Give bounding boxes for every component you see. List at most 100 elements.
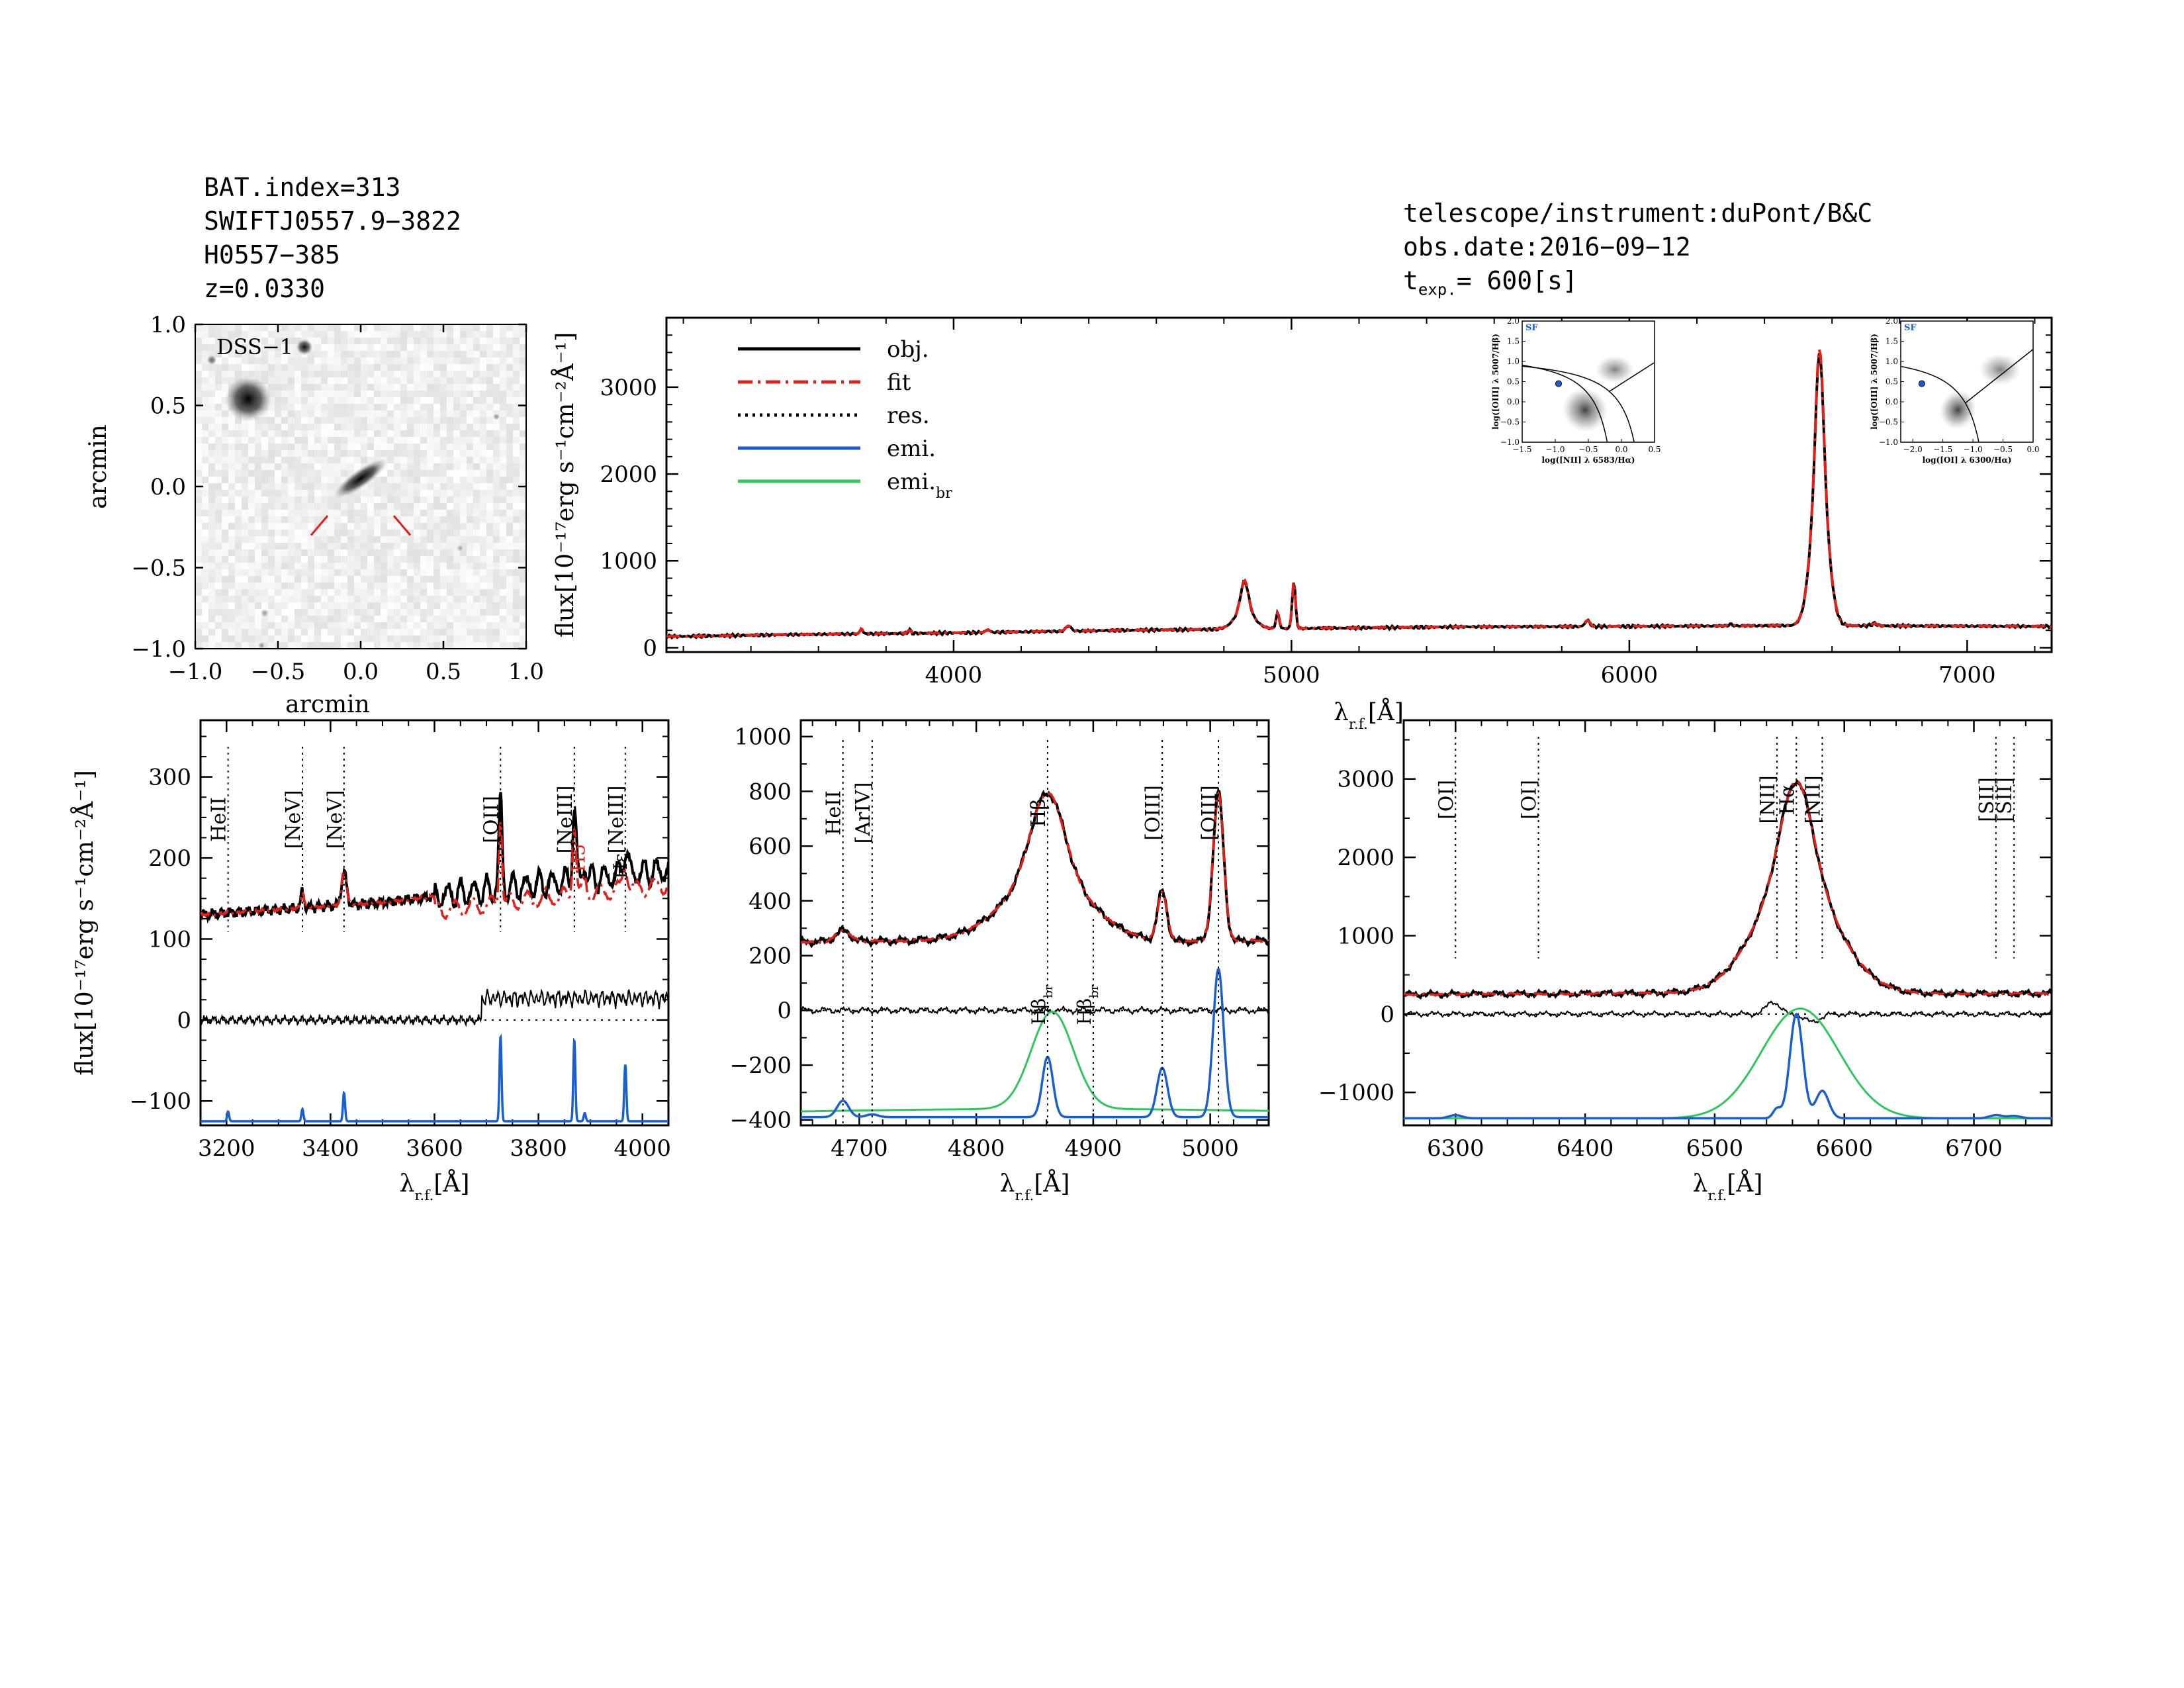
image-pixel [222, 589, 228, 596]
image-pixel [295, 523, 301, 530]
image-pixel [500, 424, 506, 430]
image-pixel [202, 549, 208, 556]
image-pixel [321, 417, 328, 424]
image-pixel [486, 324, 493, 331]
image-pixel [394, 324, 400, 331]
image-pixel [222, 556, 228, 563]
image-pixel [381, 510, 387, 516]
image-pixel [261, 523, 268, 530]
image-pixel [242, 569, 248, 576]
image-pixel [281, 536, 288, 543]
image-pixel [513, 324, 520, 331]
image-pixel [467, 602, 473, 609]
image-pixel [467, 503, 473, 510]
image-pixel [520, 357, 526, 364]
image-pixel [235, 496, 242, 503]
image-pixel [400, 430, 407, 437]
image-pixel [248, 424, 255, 430]
image-pixel [500, 583, 506, 589]
image-pixel [480, 635, 486, 642]
image-pixel [347, 629, 354, 635]
image-pixel [308, 589, 314, 596]
image-pixel [354, 351, 361, 357]
image-pixel [440, 609, 447, 616]
image-pixel [381, 417, 387, 424]
image-tick-label-y: 0.0 [150, 474, 186, 500]
image-pixel [242, 331, 248, 338]
image-pixel [381, 483, 387, 490]
inset2-tick-label-y: 1.0 [1886, 357, 1898, 366]
image-pixel [222, 602, 228, 609]
image-pixel [215, 424, 222, 430]
image-pixel [414, 404, 420, 410]
image-pixel [473, 583, 480, 589]
image-pixel [387, 602, 394, 609]
image-pixel [520, 523, 526, 530]
image-pixel [235, 463, 242, 470]
image-pixel [367, 377, 374, 384]
image-pixel [447, 609, 453, 616]
image-pixel [202, 616, 208, 622]
image-pixel [473, 490, 480, 496]
image-pixel [440, 530, 447, 536]
zoom2-tick-label-y: 200 [749, 943, 792, 970]
image-pixel [500, 536, 506, 543]
image-pixel [288, 583, 295, 589]
image-pixel [288, 536, 295, 543]
image-pixel [520, 384, 526, 391]
image-pixel [381, 424, 387, 430]
image-pixel [493, 391, 500, 397]
image-pixel [460, 331, 467, 338]
image-pixel [420, 503, 427, 510]
image-pixel [347, 530, 354, 536]
image-pixel [208, 589, 215, 596]
image-pixel [314, 569, 321, 576]
image-pixel [341, 543, 347, 549]
image-pixel [275, 543, 281, 549]
image-pixel [228, 642, 235, 649]
image-pixel [453, 616, 460, 622]
image-pixel [268, 496, 275, 503]
image-pixel [334, 642, 341, 649]
image-pixel [460, 629, 467, 635]
image-pixel [328, 576, 334, 583]
image-pixel [321, 530, 328, 536]
image-pixel [381, 642, 387, 649]
image-pixel [480, 470, 486, 477]
image-pixel [347, 444, 354, 450]
image-pixel [354, 530, 361, 536]
image-pixel [321, 457, 328, 463]
image-pixel [281, 556, 288, 563]
image-pixel [215, 596, 222, 602]
image-pixel [460, 616, 467, 622]
image-pixel [387, 324, 394, 331]
image-pixel [275, 424, 281, 430]
header-observation-info: telescope/instrument:duPont/B&C obs.date… [1403, 197, 1872, 307]
image-pixel [242, 563, 248, 569]
image-pixel [222, 576, 228, 583]
image-pixel [486, 516, 493, 523]
image-pixel [301, 384, 308, 391]
image-pixel [242, 430, 248, 437]
image-pixel [295, 357, 301, 364]
image-source [225, 376, 271, 422]
image-pixel [321, 503, 328, 510]
image-pixel [334, 437, 341, 444]
image-pixel [460, 583, 467, 589]
image-pixel [506, 430, 513, 437]
image-pixel [520, 351, 526, 357]
image-pixel [228, 377, 235, 384]
image-pixel [500, 622, 506, 629]
image-pixel [460, 417, 467, 424]
image-pixel [381, 384, 387, 391]
image-pixel [208, 622, 215, 629]
zoom1-tick-label-y: 100 [148, 926, 191, 953]
zoom2-line-label: [OIII] [1142, 785, 1165, 841]
image-pixel [473, 596, 480, 602]
image-pixel [295, 430, 301, 437]
image-pixel [447, 444, 453, 450]
image-pixel [407, 576, 414, 583]
image-pixel [301, 470, 308, 477]
image-pixel [440, 622, 447, 629]
image-pixel [321, 391, 328, 397]
